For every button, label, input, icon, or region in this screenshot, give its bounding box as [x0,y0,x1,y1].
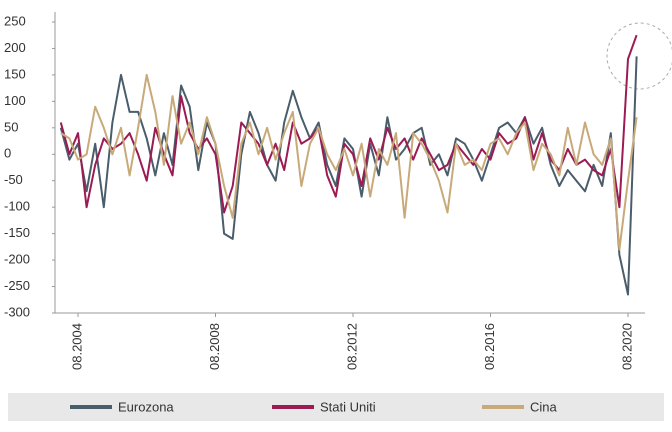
legend-box [8,393,664,421]
y-tick-label: -50 [4,172,23,187]
y-tick-label: -200 [4,252,30,267]
legend-label: Cina [530,399,558,414]
y-tick-label: 100 [4,93,26,108]
series-line [60,73,638,251]
y-tick-label: -100 [4,199,30,214]
y-tick-label: 50 [4,119,18,134]
x-tick-label: 08.2020 [619,323,634,370]
x-tick-label: 08.2012 [344,323,359,370]
x-tick-label: 08.2008 [207,323,222,370]
legend-label: Eurozona [118,399,174,414]
y-tick-label: 150 [4,66,26,81]
x-tick-label: 08.2016 [482,323,497,370]
series-line [59,56,638,296]
y-tick-label: 0 [4,146,11,161]
y-tick-label: 200 [4,40,26,55]
y-tick-label: -150 [4,225,30,240]
legend-label: Stati Uniti [320,399,376,414]
series-line [59,34,638,214]
y-tick-label: -300 [4,304,30,319]
y-tick-label: -250 [4,278,30,293]
highlight-circle [606,22,672,90]
x-tick-label: 08.2004 [69,323,84,370]
y-tick-label: 250 [4,13,26,28]
